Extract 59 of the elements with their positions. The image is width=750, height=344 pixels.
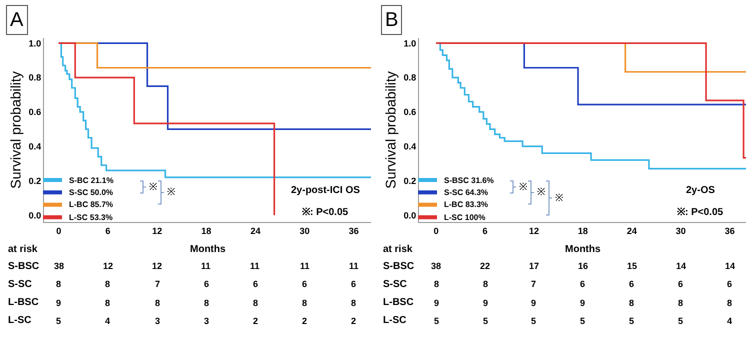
text: L-SC 5 4 3 3 2 2 2 [8, 315, 356, 326]
y-tick-label: 1.0 [404, 38, 416, 48]
y-tick-label: 0.4 [28, 141, 42, 152]
x-tick-label: 6 [482, 226, 488, 236]
text: L-BSC 9 9 9 9 8 8 8 [383, 297, 732, 308]
text: S-BSC 38 22 17 16 15 14 14 [383, 261, 736, 272]
y-tick-label: 0.6 [404, 107, 416, 118]
x-tick-label: 30 [676, 226, 686, 236]
legend-label: S-BSC 31.6% [444, 176, 494, 185]
legend-label: S-SC 50.0% [69, 188, 114, 197]
legend-label: L-SC 100% [444, 213, 486, 222]
x-tick-label: 0 [56, 226, 62, 236]
y-tick-label: 0.2 [28, 176, 42, 186]
x-tick-label: 0 [434, 226, 439, 236]
x-tick-label: 18 [201, 226, 212, 236]
x-tick-label: 6 [105, 226, 110, 236]
y-tick-label: 0.2 [404, 176, 416, 186]
annotation: ※ [167, 187, 175, 198]
annotation: ※ [537, 187, 545, 198]
text: L-BSC 9 8 8 8 8 8 8 [8, 297, 356, 308]
x-tick-label: 36 [724, 226, 735, 236]
text: S-BSC 38 12 12 11 11 11 11 [8, 261, 359, 272]
annotation: ※ [149, 182, 157, 193]
annotation: ※: P<0.05 [677, 207, 724, 218]
y-axis-title: Survival probability [382, 71, 398, 189]
legend-label: L-SC 53.3% [69, 213, 113, 222]
x-tick-label: 12 [152, 226, 162, 236]
y-tick-label: 0.0 [28, 210, 42, 220]
text: at risk [383, 244, 413, 255]
x-tick-label: 36 [348, 226, 359, 236]
y-tick-label: 0.0 [404, 210, 416, 220]
y-tick-label: 1.0 [28, 38, 42, 48]
annotation: ※ [519, 182, 527, 193]
x-tick-label: 12 [528, 226, 539, 236]
legend-label: S-SC 64.3% [444, 188, 488, 197]
text: L-SC 5 5 5 5 5 5 4 [383, 315, 732, 326]
annotation: 2y-post-ICI OS [291, 185, 360, 196]
chart-title: B [385, 9, 398, 31]
annotation: 2y-OS [686, 185, 716, 196]
x-tick-label: 18 [578, 226, 588, 236]
x-axis-title: Months [565, 244, 601, 255]
legend-label: L-BC 85.7% [69, 200, 114, 209]
y-tick-label: 0.8 [28, 72, 42, 83]
text: at risk [8, 244, 38, 255]
chart-title: A [10, 9, 24, 31]
legend-label: S-BC 21.1% [69, 176, 114, 185]
x-axis-title: Months [190, 244, 226, 255]
x-tick-label: 24 [250, 226, 260, 236]
text: S-SC 8 8 7 6 6 6 6 [383, 279, 732, 290]
text: S-SC 8 8 7 6 6 6 6 [8, 279, 356, 290]
legend-label: L-BC 83.3% [444, 200, 488, 209]
y-tick-label: 0.8 [404, 72, 416, 83]
y-axis-title: Survival probability [7, 71, 24, 189]
y-tick-label: 0.4 [404, 141, 416, 152]
annotation: ※: P<0.05 [302, 207, 349, 218]
x-tick-label: 24 [626, 226, 637, 236]
annotation: ※ [555, 193, 563, 204]
x-tick-label: 30 [300, 226, 310, 236]
y-tick-label: 0.6 [28, 107, 42, 118]
